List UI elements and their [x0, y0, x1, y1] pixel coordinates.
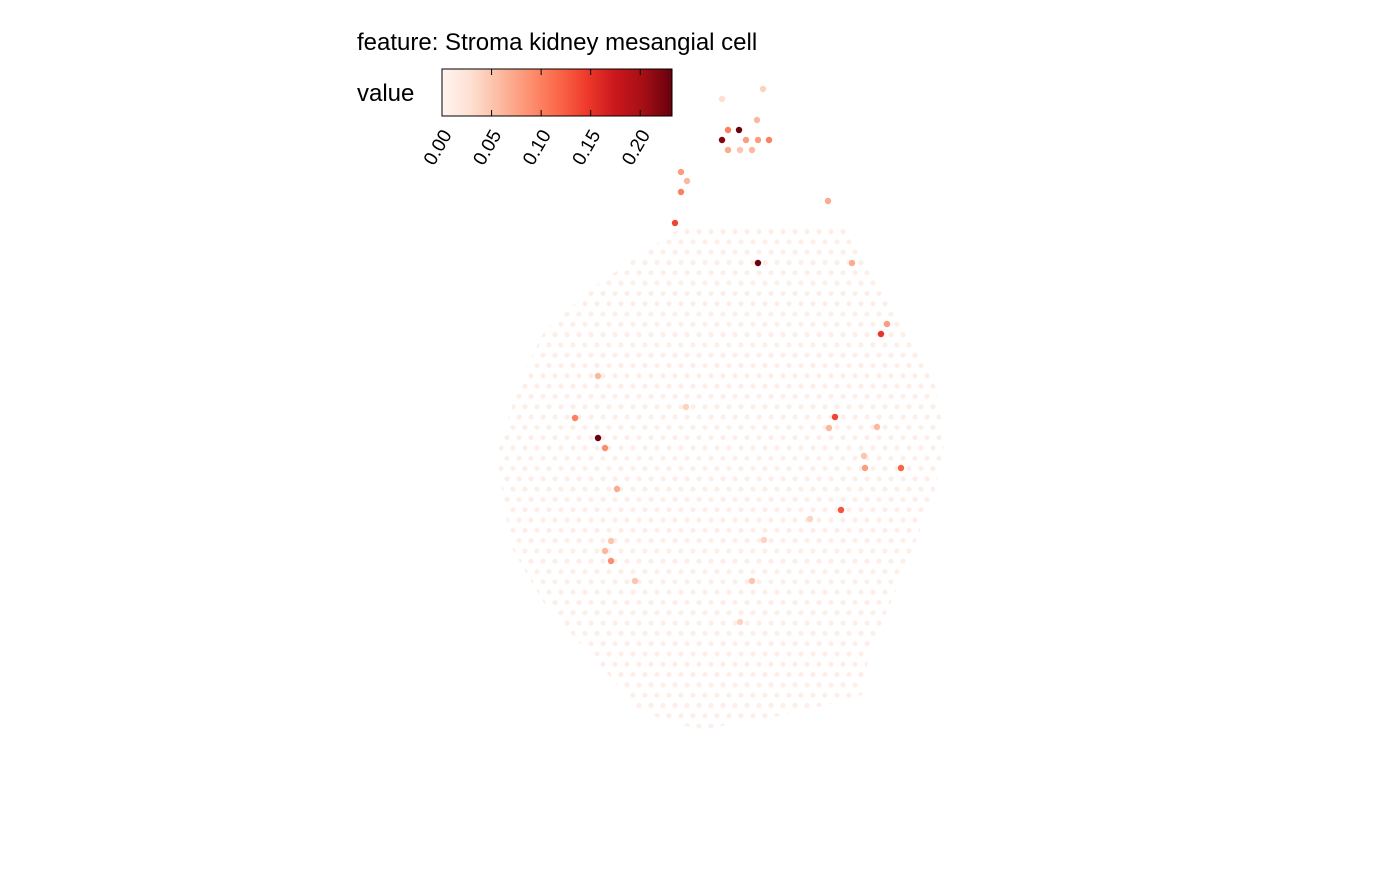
spot — [748, 146, 756, 154]
spot — [753, 116, 761, 124]
spot — [736, 618, 744, 626]
spot — [724, 126, 732, 134]
spot — [831, 413, 839, 421]
spot — [877, 330, 885, 338]
spot — [607, 537, 615, 545]
spot — [848, 259, 856, 267]
spot — [825, 424, 833, 432]
colorbar — [441, 68, 673, 117]
spot — [806, 515, 814, 523]
spot — [837, 506, 845, 514]
spot — [760, 536, 768, 544]
spot — [754, 259, 762, 267]
colorbar-tick-label: 0.20 — [618, 127, 655, 170]
spot — [571, 414, 579, 422]
spot — [718, 95, 726, 103]
spot — [860, 452, 868, 460]
spot — [683, 177, 691, 185]
spot — [671, 219, 679, 227]
spot — [759, 85, 767, 93]
spot — [718, 136, 726, 144]
spot — [607, 557, 615, 565]
spot — [594, 434, 602, 442]
spot — [765, 136, 773, 144]
spot — [824, 197, 832, 205]
spot — [677, 168, 685, 176]
spot — [736, 146, 744, 154]
colorbar-tick-label: 0.15 — [569, 127, 606, 170]
spot — [631, 577, 639, 585]
colorbar-tick-label: 0.00 — [420, 127, 457, 170]
spot — [601, 547, 609, 555]
legend-title: value — [357, 80, 414, 107]
spot — [883, 320, 891, 328]
spot — [861, 464, 869, 472]
spot — [601, 444, 609, 452]
colorbar-tick-label: 0.10 — [519, 127, 556, 170]
spot — [613, 485, 621, 493]
spot — [594, 372, 602, 380]
spot — [742, 136, 750, 144]
chart-title: feature: Stroma kidney mesangial cell — [357, 29, 757, 56]
spot — [677, 188, 685, 196]
spot — [735, 126, 743, 134]
spot — [754, 136, 762, 144]
spot — [897, 464, 905, 472]
spot — [873, 423, 881, 431]
colorbar-tick-label: 0.05 — [470, 127, 507, 170]
tissue-background — [497, 228, 945, 730]
spot — [748, 577, 756, 585]
spot — [724, 146, 732, 154]
spot — [682, 403, 690, 411]
